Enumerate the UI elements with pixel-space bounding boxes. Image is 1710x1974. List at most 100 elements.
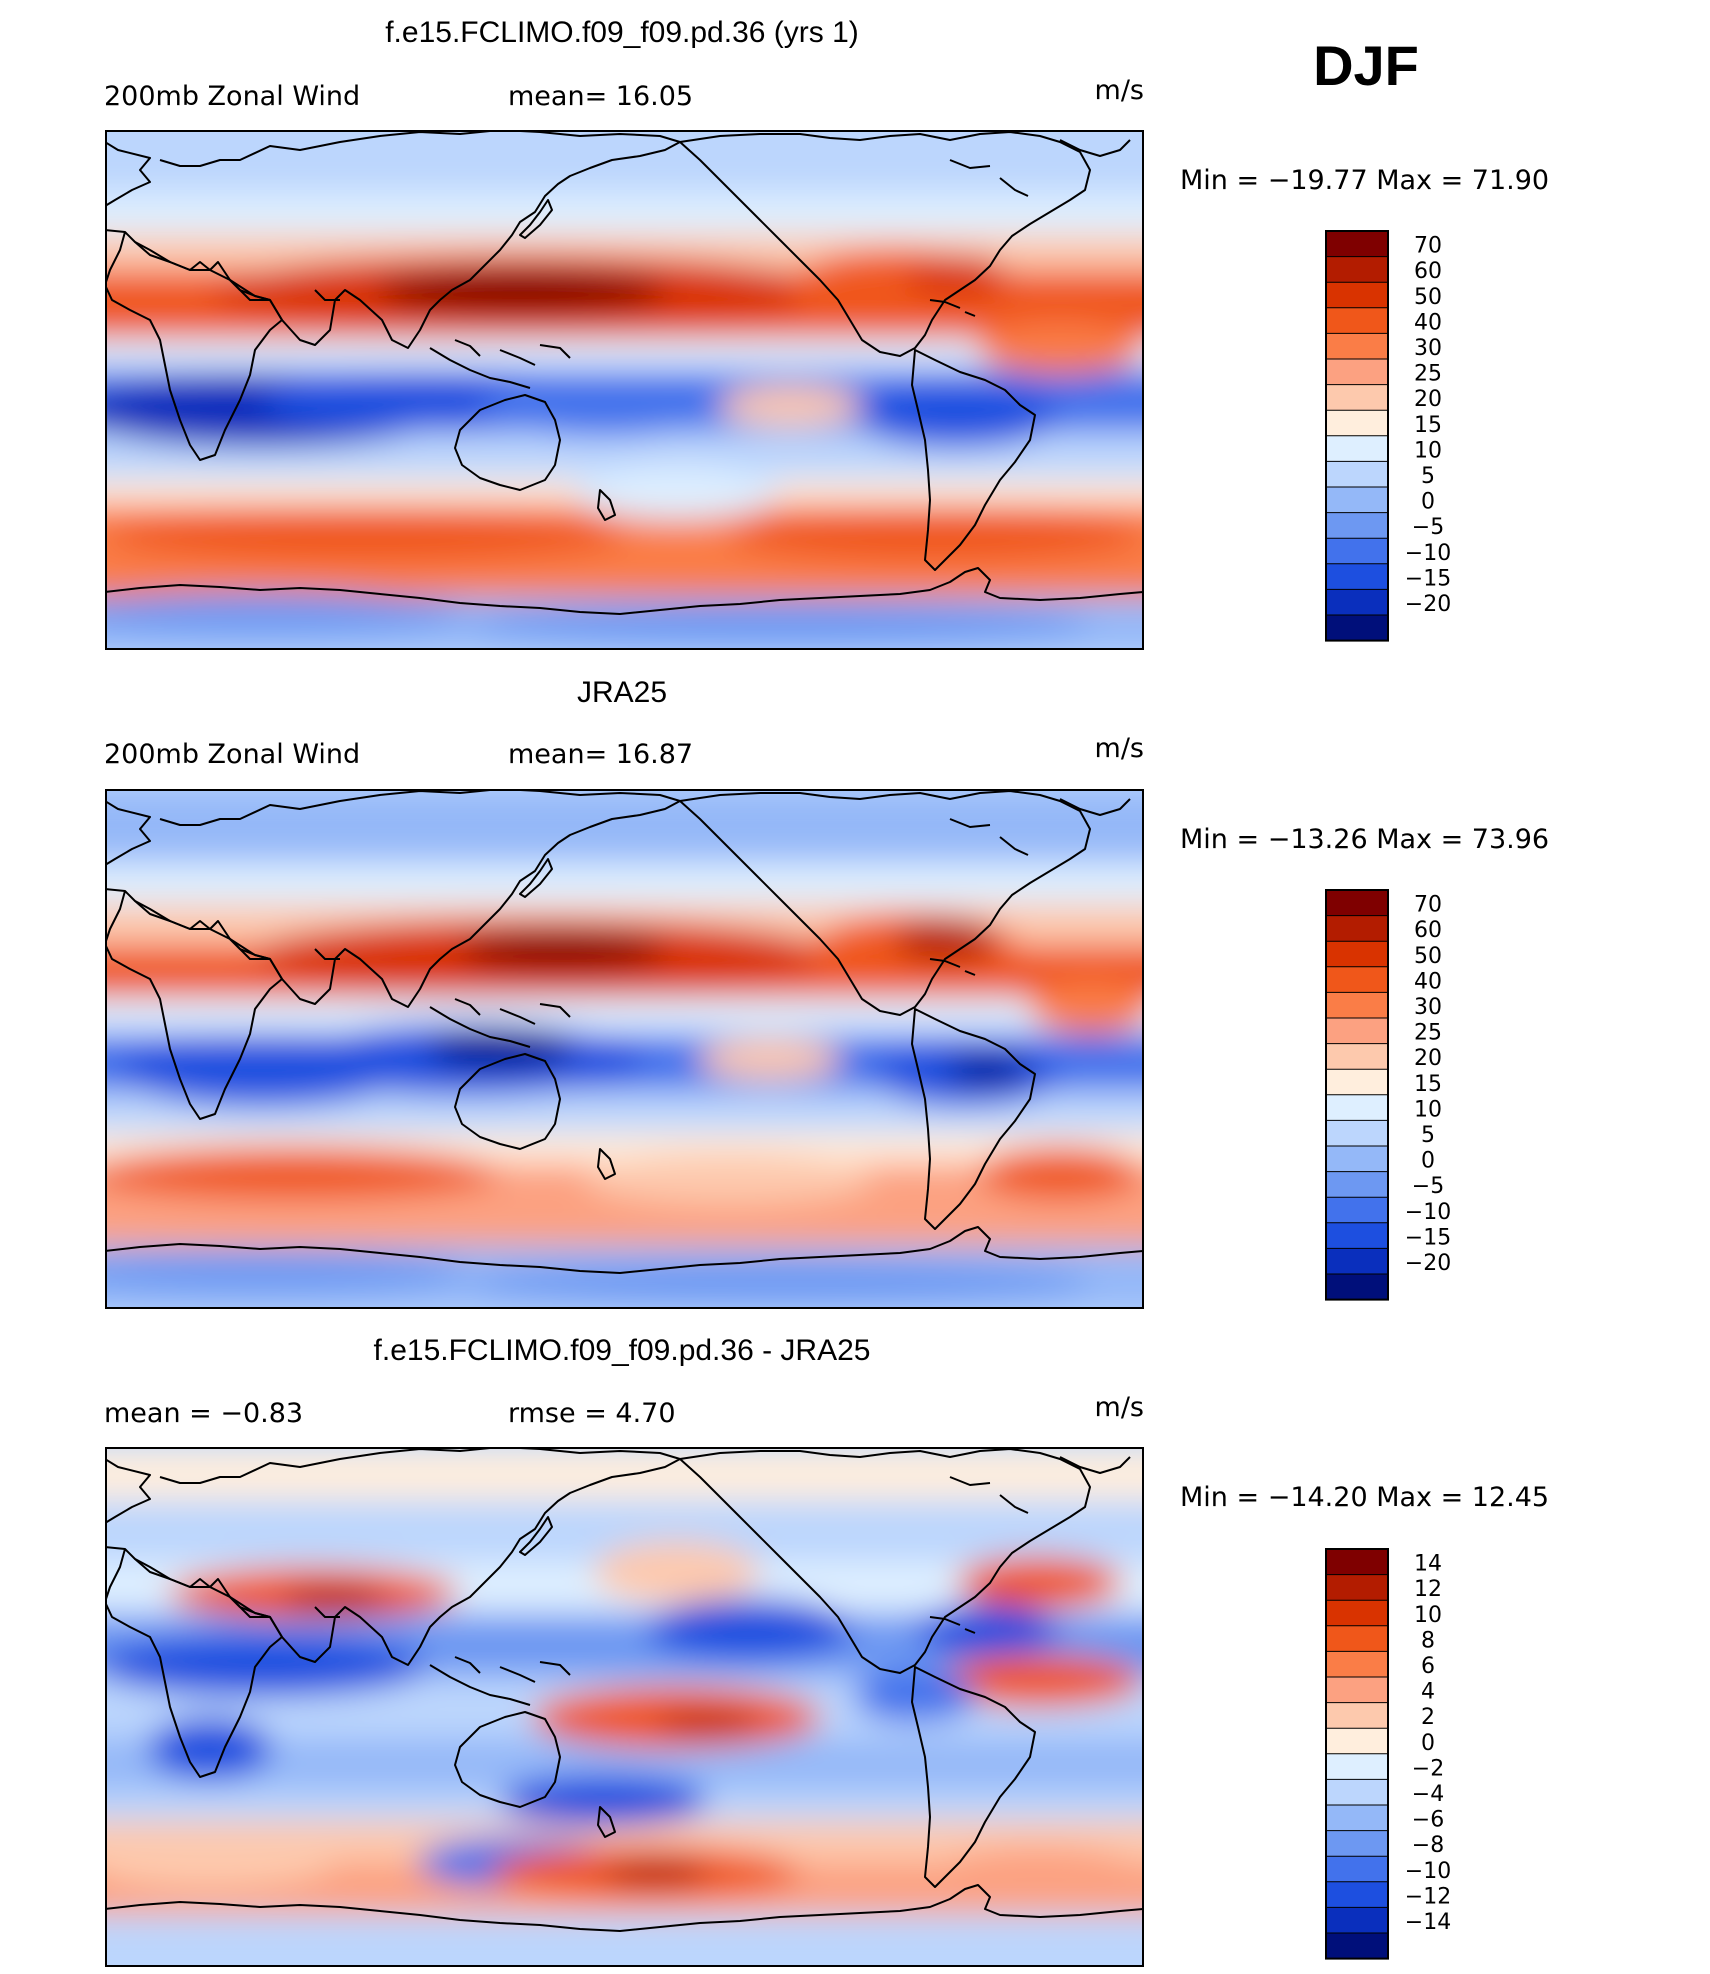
colorbar-swatch (1326, 1120, 1388, 1147)
colorbar-swatch (1326, 1574, 1388, 1601)
colorbar-swatch (1326, 1779, 1388, 1806)
panel-left-stat: 200mb Zonal Wind (104, 739, 360, 770)
panel-units: m/s (1095, 1392, 1144, 1423)
colorbar-label: 0 (1421, 1731, 1435, 1756)
colorbar-label: −4 (1412, 1782, 1444, 1807)
colorbar-swatch (1326, 589, 1388, 616)
colorbar-label: 50 (1414, 944, 1442, 969)
colorbar-label: 10 (1414, 438, 1442, 463)
colorbar-swatch (1326, 307, 1388, 334)
colorbar-swatch (1326, 1043, 1388, 1070)
colorbar-label: 70 (1414, 234, 1442, 259)
colorbar-swatch (1326, 512, 1388, 539)
colorbar-swatch (1326, 333, 1388, 360)
panel-left-stat: 200mb Zonal Wind (104, 81, 360, 112)
panel-minmax: Min = −13.26 Max = 73.96 (1180, 824, 1549, 855)
colorbar-label: 8 (1421, 1628, 1435, 1653)
colorbar-label: 0 (1421, 490, 1435, 515)
colorbar-swatch (1326, 1881, 1388, 1908)
colorbar-swatch (1326, 1702, 1388, 1729)
colorbar-swatch (1326, 1625, 1388, 1652)
colorbar-swatch (1326, 231, 1388, 258)
colorbar-swatch (1326, 1146, 1388, 1173)
colorbar-label: 25 (1414, 362, 1442, 387)
colorbar-swatch (1326, 1094, 1388, 1121)
colorbar-swatch (1326, 1677, 1388, 1704)
colorbar-label: 10 (1414, 1097, 1442, 1122)
colorbar-label: −10 (1405, 541, 1451, 566)
panel-2: JRA25 200mb Zonal Wind mean= 16.87 m/s Min =… (104, 676, 1549, 1309)
colorbar-label: 10 (1414, 1603, 1442, 1628)
map-field (106, 790, 1143, 1308)
map-field (106, 1448, 1143, 1966)
panel-minmax: Min = −14.20 Max = 12.45 (1180, 1482, 1549, 1513)
panel-units: m/s (1095, 75, 1144, 106)
colorbar-label: 15 (1414, 413, 1442, 438)
panel-minmax: Min = −19.77 Max = 71.90 (1180, 165, 1549, 196)
colorbar-label: 12 (1414, 1577, 1442, 1602)
colorbar-swatch (1326, 1933, 1388, 1960)
panel-1: f.e15.FCLIMO.f09_f09.pd.36 (yrs 1) 200mb … (104, 16, 1549, 650)
colorbar-label: 2 (1421, 1705, 1435, 1730)
colorbar-label: 25 (1414, 1021, 1442, 1046)
panel-mid-stat: mean= 16.87 (508, 739, 693, 770)
colorbar-swatch (1326, 1549, 1388, 1576)
colorbar-swatch (1326, 941, 1388, 968)
colorbar-swatch (1326, 563, 1388, 590)
colorbar-label: 6 (1421, 1654, 1435, 1679)
colorbar-label: 5 (1421, 1123, 1435, 1148)
panel-mid-stat: mean= 16.05 (508, 81, 693, 112)
colorbar-swatch (1326, 1600, 1388, 1627)
panel-units: m/s (1095, 733, 1144, 764)
colorbar-swatch (1326, 890, 1388, 917)
panel-title: f.e15.FCLIMO.f09_f09.pd.36 (yrs 1) (385, 16, 859, 49)
colorbar-label: −12 (1405, 1884, 1451, 1909)
colorbar-label: 30 (1414, 995, 1442, 1020)
colorbar-label: 40 (1414, 969, 1442, 994)
colorbar-swatch (1326, 1248, 1388, 1275)
colorbar-swatch (1326, 1197, 1388, 1224)
colorbar-label: −2 (1412, 1756, 1444, 1781)
colorbar-label: −6 (1412, 1808, 1444, 1833)
colorbar-label: −15 (1405, 566, 1451, 591)
colorbar-swatch (1326, 538, 1388, 565)
colorbar-label: −5 (1412, 515, 1444, 540)
colorbar-label: 4 (1421, 1680, 1435, 1705)
colorbar-label: 70 (1414, 893, 1442, 918)
colorbar-label: 60 (1414, 259, 1442, 284)
colorbar-swatch (1326, 992, 1388, 1019)
colorbar-label: −14 (1405, 1910, 1451, 1935)
colorbar-label: −10 (1405, 1200, 1451, 1225)
colorbar-swatch (1326, 1222, 1388, 1249)
panel-title: f.e15.FCLIMO.f09_f09.pd.36 - JRA25 (374, 1334, 871, 1367)
colorbar-swatch (1326, 1069, 1388, 1096)
colorbar-label: 50 (1414, 285, 1442, 310)
colorbar-label: −20 (1405, 592, 1451, 617)
map-field (106, 131, 1143, 649)
colorbar-label: −15 (1405, 1225, 1451, 1250)
panel-3: f.e15.FCLIMO.f09_f09.pd.36 - JRA25 mean =… (104, 1334, 1549, 1967)
colorbar-swatch (1326, 1274, 1388, 1301)
panel-title: JRA25 (577, 676, 667, 709)
colorbar-swatch (1326, 615, 1388, 642)
colorbar-swatch (1326, 1728, 1388, 1755)
colorbar-swatch (1326, 487, 1388, 514)
colorbar-swatch (1326, 435, 1388, 462)
colorbar-swatch (1326, 1651, 1388, 1678)
colorbar-swatch (1326, 966, 1388, 993)
colorbar-label: 20 (1414, 1046, 1442, 1071)
colorbar-label: −20 (1405, 1251, 1451, 1276)
map-frame (105, 130, 1144, 650)
season-label: DJF (1313, 34, 1419, 97)
colorbar-swatch (1326, 1171, 1388, 1198)
colorbar-swatch (1326, 359, 1388, 386)
colorbar-swatch (1326, 410, 1388, 437)
colorbar-label: 5 (1421, 464, 1435, 489)
colorbar-label: −5 (1412, 1174, 1444, 1199)
colorbar-label: 0 (1421, 1149, 1435, 1174)
colorbar-swatch (1326, 915, 1388, 942)
